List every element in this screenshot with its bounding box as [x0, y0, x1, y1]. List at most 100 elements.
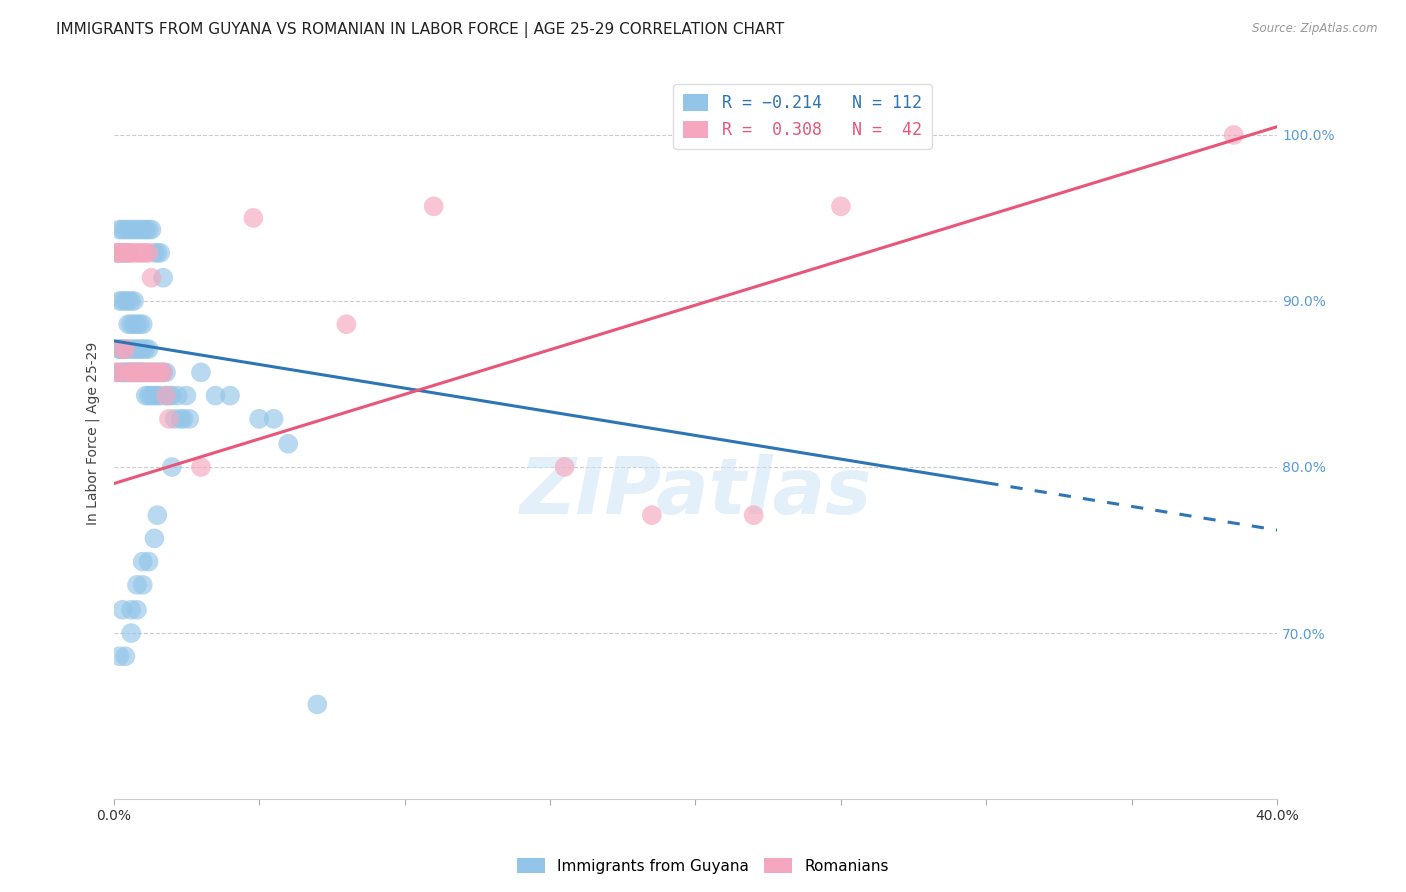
Point: [125, 578, 148, 592]
Point: [742, 508, 765, 523]
Point: [125, 317, 148, 331]
Point: [132, 317, 155, 331]
Point: [128, 222, 150, 236]
Point: [122, 245, 145, 260]
Point: [242, 211, 264, 225]
Point: [132, 342, 155, 356]
Point: [173, 412, 195, 426]
Point: [160, 389, 183, 403]
Point: [830, 199, 852, 213]
Point: [120, 365, 142, 379]
Point: [132, 578, 155, 592]
Point: [122, 342, 145, 356]
Point: [108, 342, 131, 356]
Point: [138, 389, 160, 403]
Point: [641, 508, 664, 523]
Point: [114, 245, 136, 260]
Point: [111, 342, 134, 356]
Point: [105, 365, 128, 379]
Point: [111, 293, 134, 308]
Point: [132, 555, 155, 569]
Y-axis label: In Labor Force | Age 25-29: In Labor Force | Age 25-29: [86, 343, 100, 525]
Point: [114, 365, 136, 379]
Point: [111, 342, 134, 356]
Point: [263, 412, 285, 426]
Point: [146, 365, 169, 379]
Point: [125, 603, 148, 617]
Point: [146, 508, 169, 523]
Point: [128, 365, 150, 379]
Point: [108, 365, 131, 379]
Point: [138, 555, 160, 569]
Point: [138, 365, 160, 379]
Point: [149, 245, 172, 260]
Point: [132, 365, 155, 379]
Point: [114, 649, 136, 664]
Point: [132, 245, 155, 260]
Point: [111, 245, 134, 260]
Point: [141, 222, 163, 236]
Point: [122, 365, 145, 379]
Point: [125, 365, 148, 379]
Point: [143, 389, 166, 403]
Point: [120, 603, 142, 617]
Point: [149, 365, 172, 379]
Text: Source: ZipAtlas.com: Source: ZipAtlas.com: [1253, 22, 1378, 36]
Text: IMMIGRANTS FROM GUYANA VS ROMANIAN IN LABOR FORCE | AGE 25-29 CORRELATION CHART: IMMIGRANTS FROM GUYANA VS ROMANIAN IN LA…: [56, 22, 785, 38]
Point: [169, 412, 191, 426]
Point: [108, 293, 131, 308]
Point: [141, 365, 163, 379]
Point: [128, 365, 150, 379]
Point: [141, 389, 163, 403]
Point: [166, 389, 188, 403]
Point: [138, 222, 160, 236]
Point: [128, 342, 150, 356]
Point: [111, 245, 134, 260]
Point: [125, 342, 148, 356]
Point: [135, 365, 157, 379]
Point: [146, 389, 169, 403]
Point: [111, 342, 134, 356]
Point: [125, 365, 148, 379]
Point: [114, 245, 136, 260]
Point: [111, 222, 134, 236]
Point: [114, 365, 136, 379]
Point: [135, 245, 157, 260]
Point: [135, 365, 157, 379]
Point: [108, 649, 131, 664]
Point: [111, 365, 134, 379]
Legend: R = −0.214   N = 112, R =  0.308   N =  42: R = −0.214 N = 112, R = 0.308 N = 42: [673, 84, 932, 149]
Point: [105, 245, 128, 260]
Point: [190, 460, 212, 475]
Point: [111, 603, 134, 617]
Point: [143, 365, 166, 379]
Point: [152, 270, 174, 285]
Point: [114, 222, 136, 236]
Point: [114, 293, 136, 308]
Point: [143, 365, 166, 379]
Point: [120, 626, 142, 640]
Point: [117, 365, 139, 379]
Point: [132, 222, 155, 236]
Point: [117, 365, 139, 379]
Point: [176, 389, 198, 403]
Point: [204, 389, 226, 403]
Point: [138, 342, 160, 356]
Point: [117, 365, 139, 379]
Point: [143, 532, 166, 546]
Point: [141, 270, 163, 285]
Point: [422, 199, 444, 213]
Point: [117, 317, 139, 331]
Point: [335, 317, 357, 331]
Point: [117, 342, 139, 356]
Point: [155, 389, 177, 403]
Point: [152, 365, 174, 379]
Point: [138, 245, 160, 260]
Point: [149, 365, 172, 379]
Point: [117, 293, 139, 308]
Point: [219, 389, 242, 403]
Point: [108, 222, 131, 236]
Point: [135, 222, 157, 236]
Point: [111, 365, 134, 379]
Point: [122, 365, 145, 379]
